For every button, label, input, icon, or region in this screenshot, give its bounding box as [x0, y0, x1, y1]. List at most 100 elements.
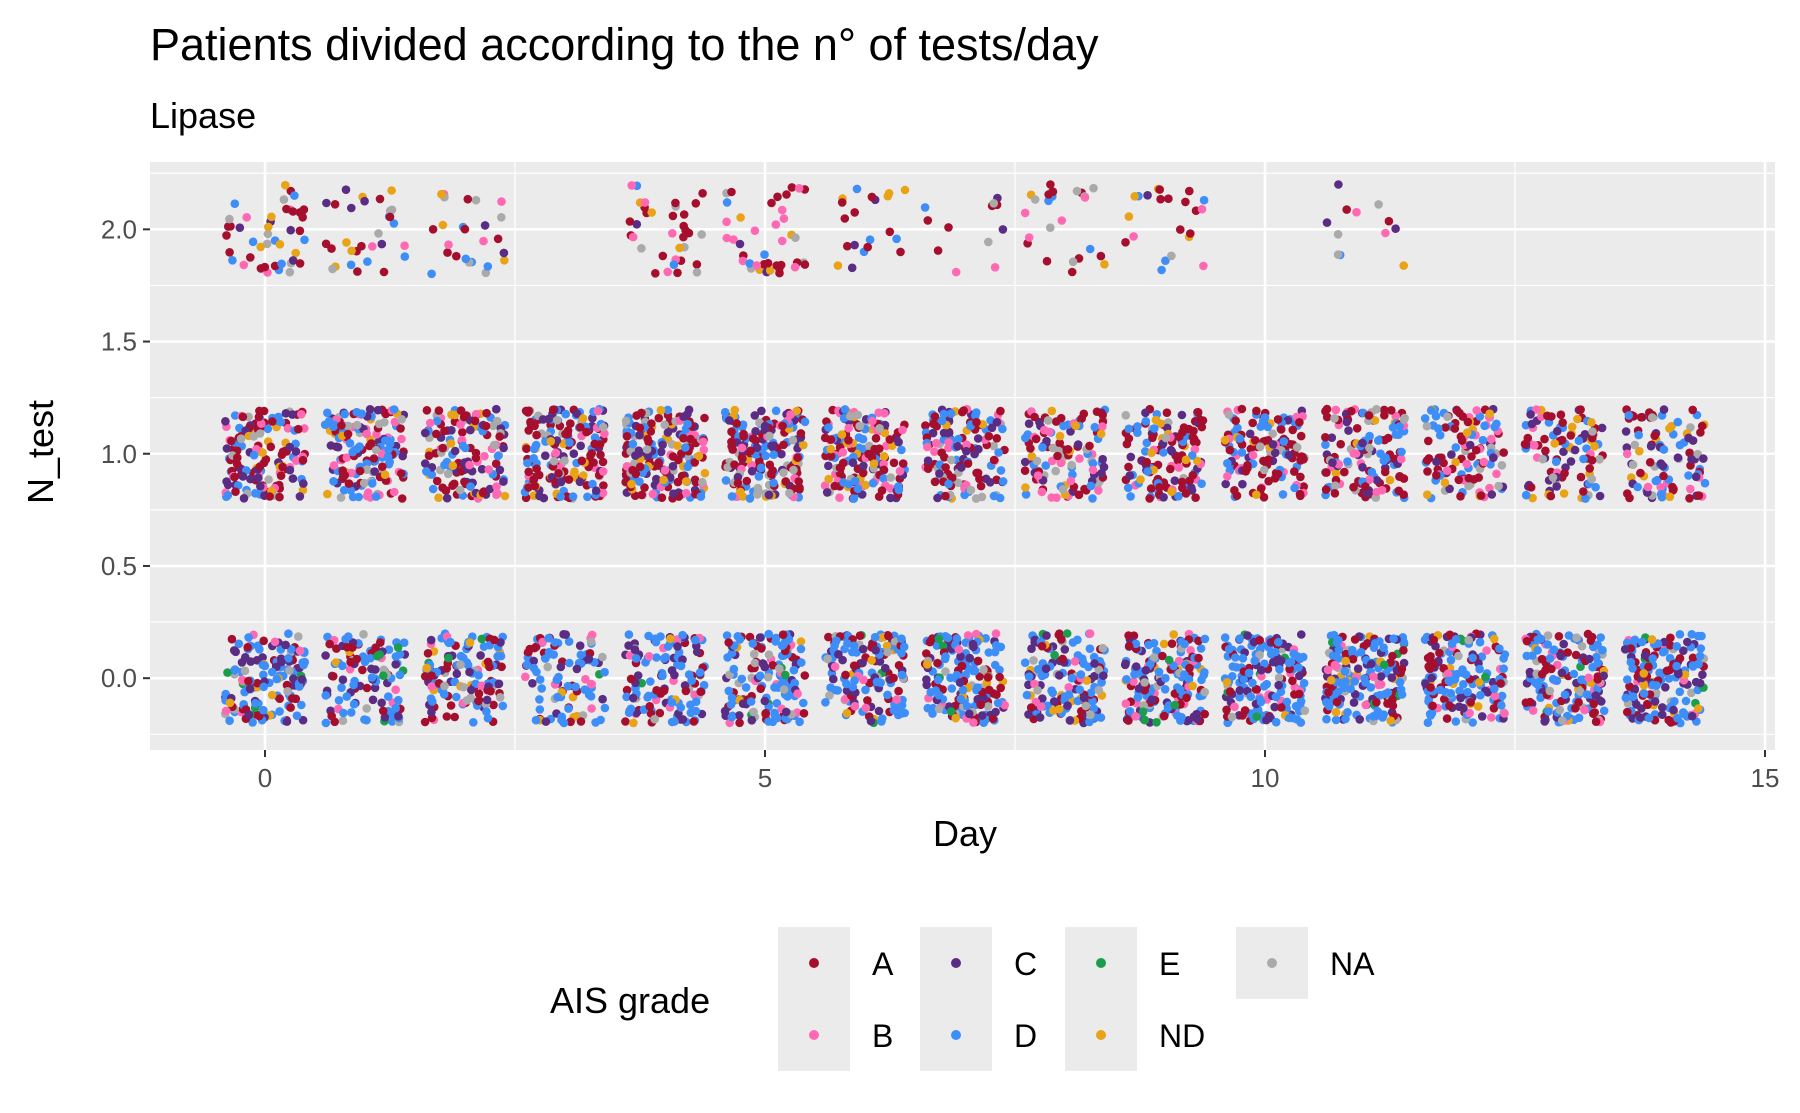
data-point [1250, 656, 1259, 666]
data-point [799, 440, 808, 450]
data-point [753, 490, 762, 499]
data-point [1073, 440, 1083, 449]
data-point [953, 442, 962, 451]
data-point [894, 437, 903, 447]
data-point [1292, 443, 1302, 452]
data-point [789, 665, 799, 675]
data-point [1065, 716, 1075, 725]
data-point [500, 255, 509, 265]
legend-title: AIS grade [550, 980, 710, 1021]
data-point [724, 638, 733, 647]
y-tick-label: 2.0 [101, 214, 137, 244]
data-point [1587, 456, 1597, 465]
data-point [1259, 465, 1269, 475]
data-point [1639, 680, 1649, 690]
data-point [255, 429, 265, 438]
data-point [338, 466, 348, 475]
data-point [844, 436, 853, 445]
data-point [998, 424, 1007, 434]
data-point [1526, 669, 1535, 679]
data-point [285, 442, 295, 452]
data-point [1494, 481, 1503, 491]
data-point [1330, 489, 1340, 498]
data-point [1244, 668, 1254, 678]
data-point [1124, 212, 1134, 221]
data-point [395, 670, 405, 680]
data-point [1271, 717, 1281, 727]
data-point [1440, 478, 1450, 488]
data-point [223, 480, 233, 490]
data-point [391, 703, 401, 713]
data-point [781, 707, 791, 717]
data-point [671, 198, 680, 208]
data-point [994, 448, 1003, 457]
data-point [1024, 710, 1033, 719]
data-point [270, 261, 280, 271]
data-point [599, 422, 608, 432]
data-point [1276, 656, 1286, 665]
data-point [864, 449, 873, 459]
data-point [340, 409, 350, 419]
data-point [1273, 415, 1283, 424]
data-point [644, 437, 653, 447]
data-point [353, 267, 362, 276]
data-point [231, 487, 240, 497]
data-point [739, 432, 748, 441]
data-point [1049, 697, 1059, 706]
data-point [362, 683, 372, 693]
data-point [1647, 635, 1657, 644]
data-point [1148, 433, 1157, 443]
data-point [378, 706, 388, 716]
data-point [466, 425, 475, 435]
data-point [892, 695, 901, 704]
data-point [1238, 479, 1247, 489]
data-point [725, 416, 734, 425]
data-point [1175, 432, 1184, 441]
data-point [251, 699, 260, 708]
data-point [952, 634, 962, 643]
data-point [977, 492, 987, 502]
data-point [452, 251, 461, 261]
data-point [1571, 650, 1581, 660]
data-point [1698, 670, 1707, 679]
data-point [1200, 668, 1209, 677]
data-point [1130, 192, 1139, 201]
data-point [1094, 665, 1104, 675]
data-point [722, 631, 732, 640]
data-point [1582, 690, 1592, 699]
data-point [778, 421, 787, 431]
data-point [946, 707, 956, 716]
data-point [384, 692, 393, 701]
data-point [946, 455, 956, 465]
data-point [767, 198, 776, 208]
data-point [800, 417, 810, 427]
data-point [696, 687, 705, 696]
data-point [551, 448, 561, 458]
data-point [839, 478, 848, 487]
data-point [1224, 644, 1234, 654]
data-point [389, 219, 399, 228]
data-point [1432, 471, 1441, 480]
data-point [746, 446, 755, 456]
data-point [877, 486, 887, 495]
data-point [1066, 476, 1076, 486]
data-point [998, 225, 1008, 234]
y-tick-label: 0.0 [101, 663, 137, 693]
data-point [227, 634, 237, 644]
data-point [1130, 670, 1139, 679]
data-point [347, 708, 356, 717]
data-point [1660, 647, 1669, 656]
data-point [1585, 654, 1594, 664]
data-point [373, 405, 383, 415]
data-point [1336, 439, 1345, 449]
data-point [796, 637, 806, 646]
data-point [1131, 662, 1141, 671]
data-point [1591, 717, 1601, 726]
legend-label: A [872, 946, 894, 982]
data-point [749, 649, 759, 659]
data-point [1391, 224, 1400, 233]
data-point [861, 685, 870, 695]
data-point [1429, 635, 1439, 645]
data-point [871, 434, 881, 443]
data-point [1468, 718, 1477, 727]
